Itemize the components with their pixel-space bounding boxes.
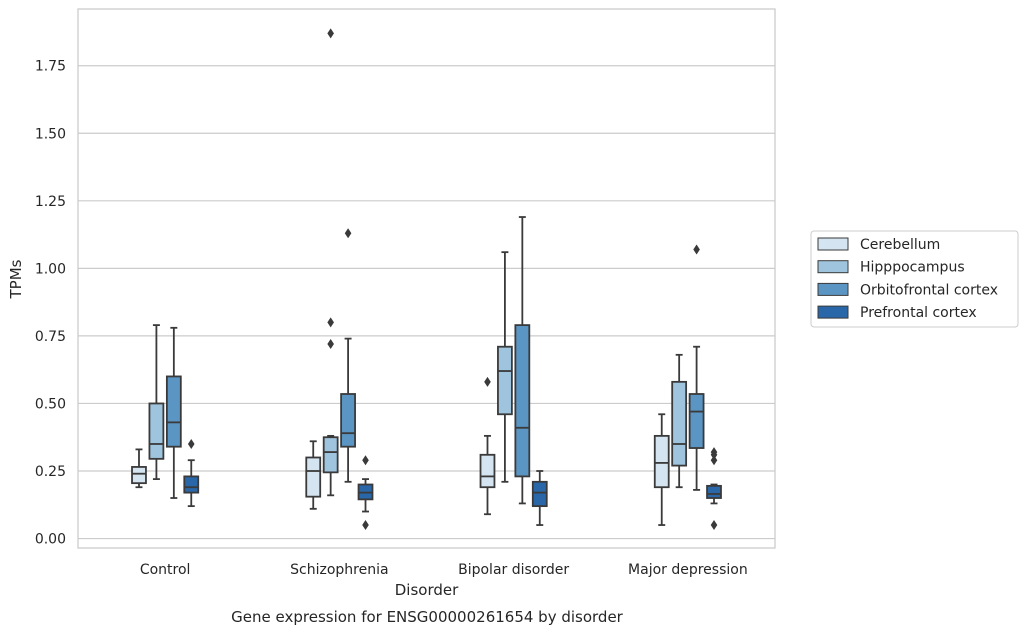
legend-swatch bbox=[817, 237, 849, 251]
box-groups bbox=[131, 28, 722, 531]
box-body bbox=[165, 375, 182, 448]
box-orbitofrontal-cortex bbox=[514, 216, 531, 505]
box-cerebellum bbox=[131, 448, 147, 489]
legend-swatch bbox=[817, 260, 849, 274]
outlier-point bbox=[362, 520, 369, 531]
box-body bbox=[305, 456, 322, 498]
box-orbitofrontal-cortex bbox=[165, 326, 182, 499]
legend-label: Cerebellum bbox=[860, 237, 940, 253]
legend-item-prefrontal-cortex: Prefrontal cortex bbox=[817, 305, 977, 321]
box-cerebellum bbox=[479, 376, 496, 516]
category-group-control bbox=[131, 324, 200, 508]
y-tick-label: 1.50 bbox=[35, 126, 66, 142]
y-tick-label: 0.25 bbox=[35, 464, 66, 480]
box-orbitofrontal-cortex bbox=[340, 228, 356, 483]
box-prefrontal-cortex bbox=[357, 455, 374, 531]
box-body bbox=[514, 324, 531, 478]
x-tick-label: Bipolar disorder bbox=[458, 562, 569, 578]
outlier-point bbox=[327, 339, 334, 350]
box-body bbox=[671, 380, 688, 467]
x-axis-label: Disorder bbox=[395, 581, 459, 599]
y-tick-label: 0.00 bbox=[35, 532, 66, 548]
outlier-point bbox=[710, 520, 718, 531]
box-body bbox=[131, 466, 147, 485]
y-tick-label: 1.00 bbox=[35, 261, 66, 277]
y-tick-label: 1.75 bbox=[35, 59, 66, 75]
legend-item-cerebellum: Cerebellum bbox=[817, 237, 940, 253]
y-tick-label: 0.50 bbox=[35, 396, 66, 412]
legend-label: Orbitofrontal cortex bbox=[860, 282, 998, 298]
outlier-point bbox=[710, 447, 718, 458]
gridlines bbox=[78, 65, 775, 540]
legend-label: Prefrontal cortex bbox=[860, 305, 977, 321]
y-tick-label: 1.25 bbox=[35, 194, 66, 210]
category-group-bipolar-disorder bbox=[479, 216, 548, 526]
box-prefrontal-cortex bbox=[183, 438, 200, 508]
box-hipppocampus bbox=[497, 251, 513, 483]
outlier-point bbox=[710, 455, 718, 466]
box-body bbox=[340, 393, 356, 448]
y-tick-label: 0.75 bbox=[35, 329, 66, 345]
outlier-point bbox=[187, 438, 195, 449]
outlier-point bbox=[344, 228, 352, 239]
plot-frame bbox=[77, 8, 776, 549]
legend-swatch bbox=[817, 282, 849, 296]
chart-title: Gene expression for ENSG00000261654 by d… bbox=[231, 608, 624, 626]
box-body bbox=[148, 402, 165, 460]
box-cerebellum bbox=[305, 440, 322, 510]
legend-swatch bbox=[817, 305, 849, 319]
box-body bbox=[531, 480, 548, 508]
box-body bbox=[183, 475, 200, 494]
box-hipppocampus bbox=[148, 324, 165, 481]
box-body bbox=[497, 345, 513, 416]
box-orbitofrontal-cortex bbox=[688, 244, 705, 491]
outlier-point bbox=[327, 317, 334, 328]
legend-item-hipppocampus: Hipppocampus bbox=[817, 260, 965, 276]
box-hipppocampus bbox=[322, 28, 339, 497]
category-group-major-depression bbox=[653, 244, 722, 531]
legend-label: Hipppocampus bbox=[860, 260, 965, 276]
y-axis-label: TPMs bbox=[7, 259, 25, 299]
outlier-point bbox=[484, 376, 491, 387]
outlier-point bbox=[362, 455, 369, 466]
legend-item-orbitofrontal-cortex: Orbitofrontal cortex bbox=[817, 282, 998, 298]
x-tick-label: Control bbox=[140, 562, 191, 578]
box-prefrontal-cortex bbox=[531, 470, 548, 526]
outlier-point bbox=[693, 244, 700, 255]
x-axis-ticks: Control Schizophrenia Bipolar disorder Majo… bbox=[140, 562, 748, 578]
outlier-point bbox=[327, 28, 334, 39]
y-axis-ticks: 0.00 0.25 0.50 0.75 1.00 1.25 1.50 1.75 bbox=[35, 59, 66, 548]
box-body bbox=[479, 453, 496, 489]
box-body bbox=[653, 434, 670, 489]
box-cerebellum bbox=[653, 413, 670, 526]
box-prefrontal-cortex bbox=[706, 447, 722, 531]
box-body bbox=[688, 393, 705, 449]
legend-frame bbox=[810, 230, 1019, 328]
legend: Cerebellum Hipppocampus Orbitofrontal cort… bbox=[810, 230, 1019, 328]
box-body bbox=[322, 436, 339, 474]
x-tick-label: Major depression bbox=[628, 562, 748, 578]
box-body bbox=[706, 484, 722, 499]
x-tick-label: Schizophrenia bbox=[290, 562, 388, 578]
category-group-schizophrenia bbox=[305, 28, 374, 531]
box-hipppocampus bbox=[671, 353, 688, 489]
